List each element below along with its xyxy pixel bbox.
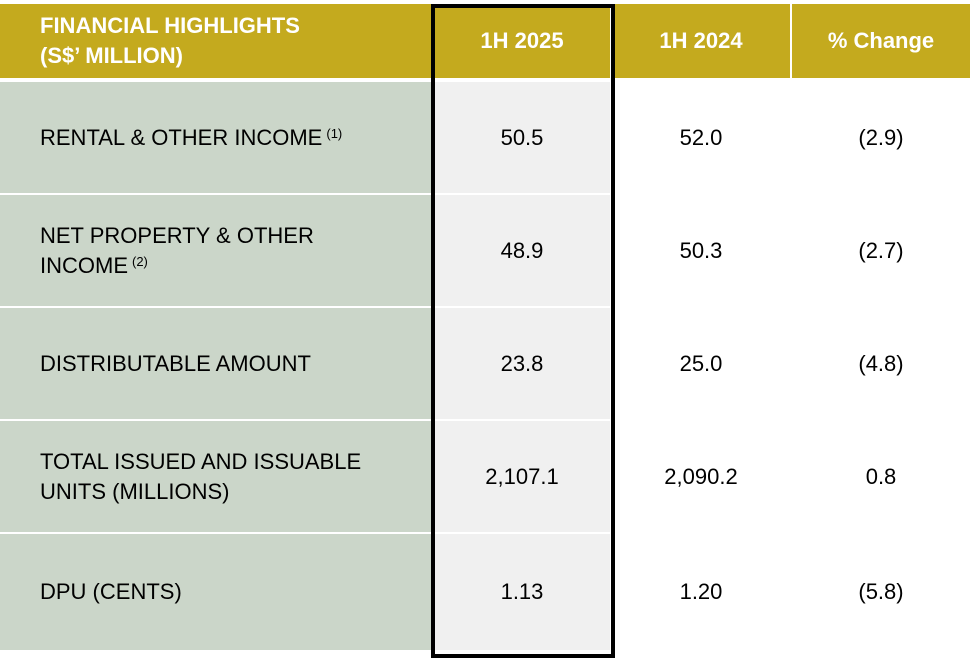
row-label-line1: TOTAL ISSUED AND ISSUABLE	[40, 448, 362, 474]
header-1h2025: 1H 2025	[434, 4, 610, 78]
row-label-line2: UNITS (MILLIONS)	[40, 478, 230, 504]
value-1h2024: 1.20	[612, 534, 790, 650]
value-1h2024: 2,090.2	[612, 421, 790, 532]
header-1h2024: 1H 2024	[612, 4, 790, 78]
table-row: NET PROPERTY & OTHER INCOME (2) 48.9 50.3…	[0, 195, 970, 306]
header-title-line1: FINANCIAL HIGHLIGHTS	[40, 13, 300, 38]
row-label-text: RENTAL & OTHER INCOME	[40, 124, 323, 150]
header-change: % Change	[792, 4, 970, 78]
row-label: DPU (CENTS)	[0, 534, 432, 650]
header-title-line2: (S$’ MILLION)	[40, 43, 183, 68]
value-change: 0.8	[792, 421, 970, 532]
value-1h2025: 23.8	[434, 308, 610, 419]
row-label-line2: INCOME	[40, 252, 128, 278]
value-1h2025: 50.5	[434, 82, 610, 193]
value-change: (5.8)	[792, 534, 970, 650]
footnote-marker: (2)	[132, 253, 148, 269]
value-1h2024: 50.3	[612, 195, 790, 306]
row-label: NET PROPERTY & OTHER INCOME (2)	[0, 195, 432, 306]
value-1h2025: 1.13	[434, 534, 610, 650]
value-1h2025: 2,107.1	[434, 421, 610, 532]
row-label: RENTAL & OTHER INCOME (1)	[0, 82, 432, 193]
table-row: DPU (CENTS) 1.13 1.20 (5.8)	[0, 534, 970, 650]
table-row: DISTRIBUTABLE AMOUNT 23.8 25.0 (4.8)	[0, 308, 970, 419]
table-row: TOTAL ISSUED AND ISSUABLE UNITS (MILLION…	[0, 421, 970, 532]
value-1h2025: 48.9	[434, 195, 610, 306]
header-row: FINANCIAL HIGHLIGHTS (S$’ MILLION) 1H 20…	[0, 4, 970, 78]
value-change: (2.7)	[792, 195, 970, 306]
value-1h2024: 52.0	[612, 82, 790, 193]
header-title-cell: FINANCIAL HIGHLIGHTS (S$’ MILLION)	[0, 4, 432, 78]
row-label-line1: NET PROPERTY & OTHER	[40, 222, 314, 248]
table-row: RENTAL & OTHER INCOME (1) 50.5 52.0 (2.9)	[0, 82, 970, 193]
value-1h2024: 25.0	[612, 308, 790, 419]
row-label: DISTRIBUTABLE AMOUNT	[0, 308, 432, 419]
value-change: (2.9)	[792, 82, 970, 193]
value-change: (4.8)	[792, 308, 970, 419]
footnote-marker: (1)	[326, 125, 343, 141]
row-label: TOTAL ISSUED AND ISSUABLE UNITS (MILLION…	[0, 421, 432, 532]
